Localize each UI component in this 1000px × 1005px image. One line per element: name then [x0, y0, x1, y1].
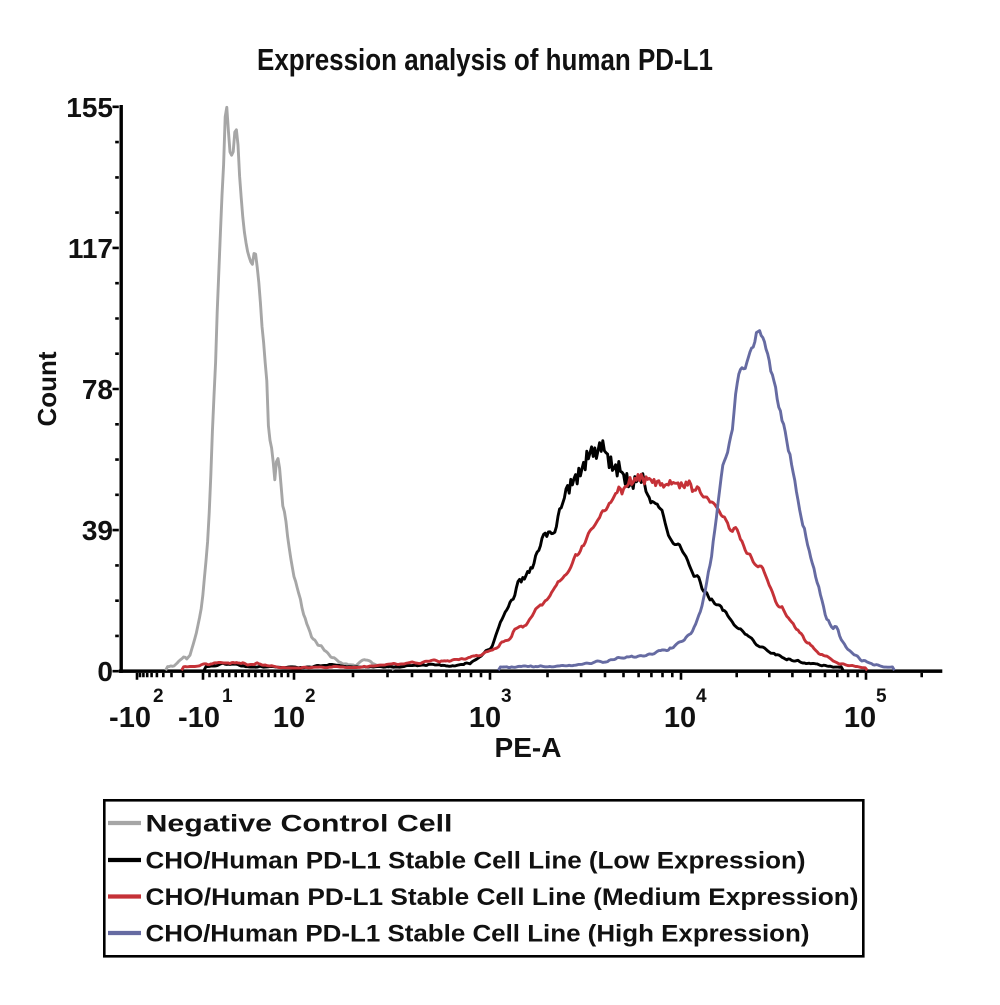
svg-text:-10: -10 — [178, 702, 220, 734]
svg-text:10: 10 — [469, 702, 501, 734]
svg-text:Count: Count — [32, 351, 62, 426]
svg-text:4: 4 — [696, 686, 707, 707]
svg-text:39: 39 — [82, 515, 113, 546]
svg-text:10: 10 — [664, 702, 696, 734]
svg-text:2: 2 — [153, 686, 164, 707]
svg-text:78: 78 — [82, 374, 113, 405]
svg-text:3: 3 — [501, 686, 512, 707]
svg-text:CHO/Human PD-L1 Stable Cell Li: CHO/Human PD-L1 Stable Cell Line (High E… — [146, 921, 810, 948]
svg-text:5: 5 — [876, 686, 887, 707]
svg-text:PE-A: PE-A — [495, 732, 562, 763]
svg-text:0: 0 — [97, 656, 113, 687]
svg-text:Expression analysis of human P: Expression analysis of human PD-L1 — [257, 42, 713, 77]
svg-text:10: 10 — [844, 702, 876, 734]
svg-text:1: 1 — [222, 686, 233, 707]
svg-text:117: 117 — [68, 233, 113, 264]
svg-text:CHO/Human PD-L1 Stable Cell Li: CHO/Human PD-L1 Stable Cell Line (Low Ex… — [146, 848, 806, 875]
svg-text:-10: -10 — [109, 702, 151, 734]
svg-text:CHO/Human PD-L1 Stable Cell Li: CHO/Human PD-L1 Stable Cell Line (Medium… — [146, 884, 859, 911]
svg-text:2: 2 — [305, 686, 316, 707]
svg-text:10: 10 — [273, 702, 305, 734]
svg-text:155: 155 — [66, 92, 113, 123]
svg-text:Negative Control Cell: Negative Control Cell — [146, 811, 453, 838]
